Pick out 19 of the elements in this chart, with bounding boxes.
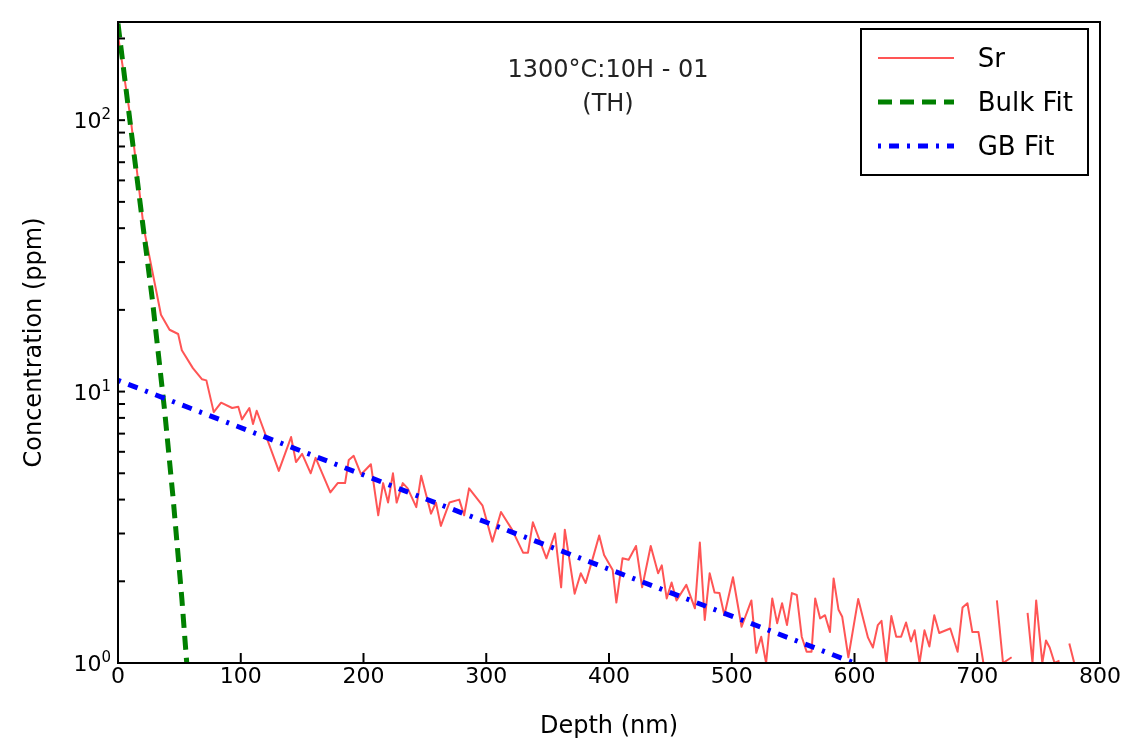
x-tick-label: 700 bbox=[956, 662, 999, 688]
y-axis-title: Concentration (ppm) bbox=[18, 217, 47, 468]
legend-label: Sr bbox=[977, 43, 1005, 73]
x-tick-label: 100 bbox=[219, 662, 262, 688]
legend-label: GB Fit bbox=[977, 131, 1055, 161]
y-tick-label: 10$^{0}$ bbox=[73, 648, 111, 676]
x-tick-label: 800 bbox=[1079, 662, 1121, 688]
x-tick-label: 0 bbox=[111, 662, 125, 688]
y-tick-label: 10$^{1}$ bbox=[73, 376, 111, 405]
x-axis-title: Depth (nm) bbox=[539, 711, 679, 739]
legend-label: Bulk Fit bbox=[977, 87, 1073, 117]
x-tick-label: 600 bbox=[833, 662, 876, 688]
text: (TH) bbox=[581, 88, 635, 119]
y-tick-label: 10$^{2}$ bbox=[73, 105, 111, 134]
x-tick-label: 400 bbox=[588, 662, 630, 688]
x-tick-label: 300 bbox=[465, 662, 508, 688]
x-tick-label: 500 bbox=[710, 662, 753, 688]
text: 1300°C:10H - 01 bbox=[506, 54, 710, 85]
x-tick-label: 200 bbox=[342, 662, 385, 688]
